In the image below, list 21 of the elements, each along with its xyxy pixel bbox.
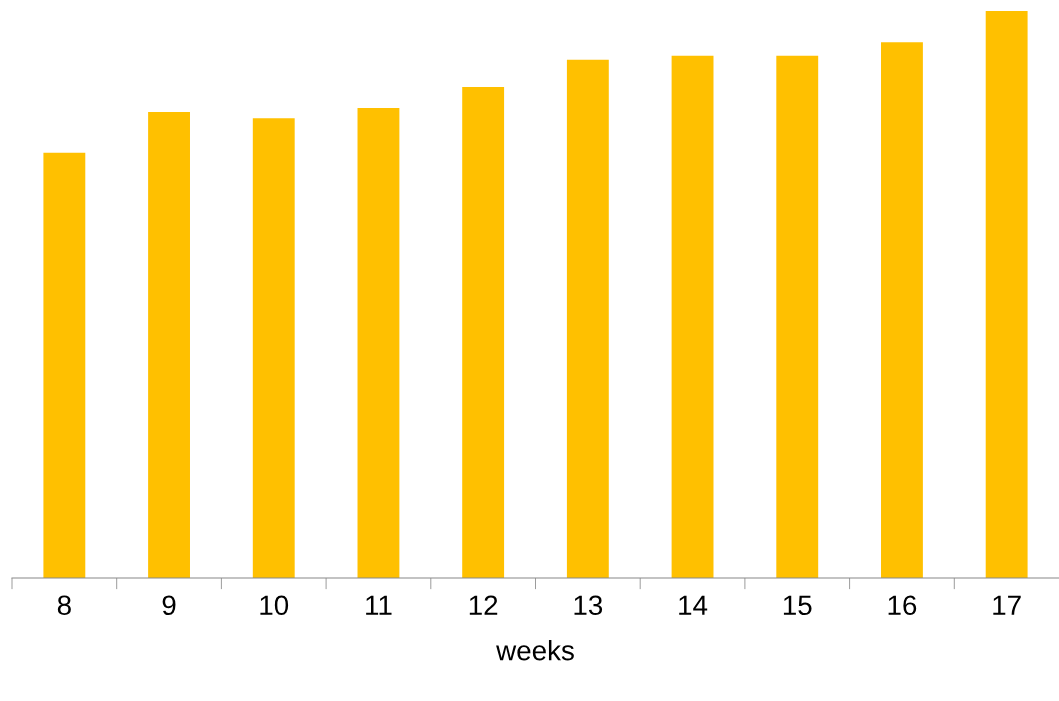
x-tick-label: 16 — [888, 595, 917, 616]
bar — [881, 42, 923, 578]
bar — [357, 107, 400, 578]
x-tick-label: 15 — [783, 595, 812, 616]
bar — [43, 152, 86, 578]
bar — [566, 59, 609, 578]
x-tick-label: 10 — [260, 595, 289, 616]
bar — [462, 86, 505, 578]
bar — [776, 55, 819, 578]
x-tick-label: 11 — [366, 595, 392, 615]
x-tick-label: 12 — [469, 595, 498, 615]
x-tick-label: 14 — [679, 595, 708, 615]
x-tick-label: 13 — [574, 595, 603, 616]
x-axis-title: weeks — [496, 640, 574, 661]
bar — [671, 55, 714, 578]
x-tick-label: 9 — [162, 595, 176, 616]
x-tick-label: 8 — [57, 595, 71, 616]
bar — [148, 111, 190, 578]
bar — [985, 11, 1028, 578]
bar — [252, 118, 295, 578]
x-tick-label: 17 — [993, 595, 1021, 615]
